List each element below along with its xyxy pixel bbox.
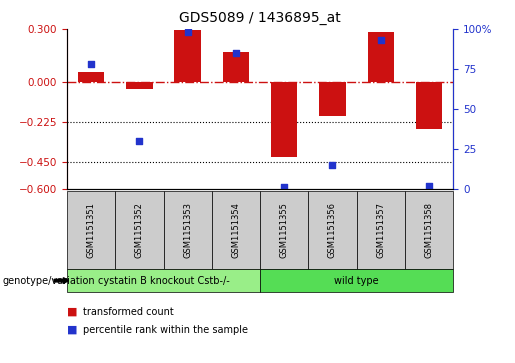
Bar [175, 30, 201, 82]
Point [87, 61, 95, 67]
Text: GSM1151351: GSM1151351 [87, 202, 96, 257]
Point [425, 183, 433, 188]
Text: transformed count: transformed count [83, 307, 174, 317]
Bar [368, 32, 394, 82]
Text: GSM1151357: GSM1151357 [376, 201, 385, 258]
Text: GSM1151354: GSM1151354 [231, 202, 241, 257]
Text: cystatin B knockout Cstb-/-: cystatin B knockout Cstb-/- [98, 276, 229, 286]
Point [232, 50, 240, 56]
Text: ■: ■ [67, 325, 77, 335]
Point [183, 29, 192, 35]
Text: GSM1151358: GSM1151358 [424, 201, 434, 258]
Text: GSM1151355: GSM1151355 [280, 202, 289, 257]
Bar [271, 82, 298, 157]
Text: wild type: wild type [334, 276, 379, 286]
Point [329, 162, 337, 168]
Bar [222, 52, 249, 82]
Text: GSM1151356: GSM1151356 [328, 201, 337, 258]
Point [376, 37, 385, 43]
Bar [78, 72, 105, 82]
Text: ■: ■ [67, 307, 77, 317]
Point [135, 138, 144, 144]
Bar [319, 82, 346, 116]
Text: percentile rank within the sample: percentile rank within the sample [83, 325, 248, 335]
Text: GSM1151352: GSM1151352 [135, 202, 144, 257]
Title: GDS5089 / 1436895_at: GDS5089 / 1436895_at [179, 11, 341, 25]
Point [280, 184, 288, 190]
Text: GSM1151353: GSM1151353 [183, 201, 192, 258]
Text: genotype/variation: genotype/variation [3, 276, 95, 286]
Bar [126, 82, 152, 89]
Bar [416, 82, 442, 129]
